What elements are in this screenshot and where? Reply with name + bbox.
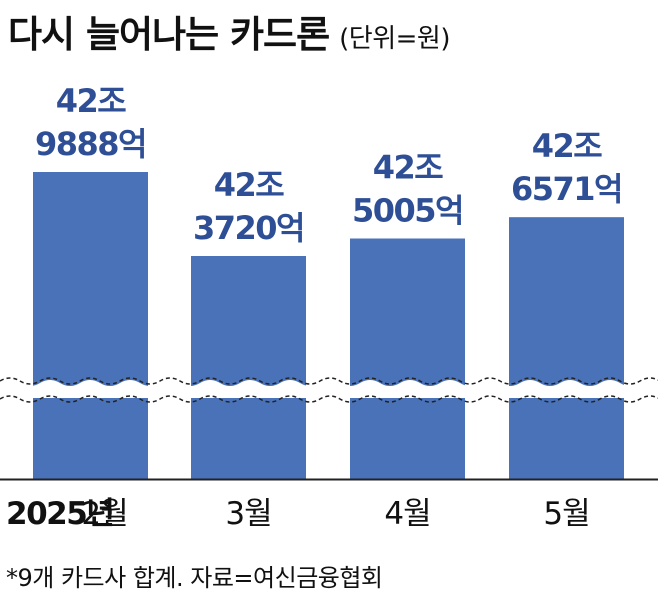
bar-4 bbox=[509, 217, 624, 479]
value-label-line2-3: 5005억 bbox=[352, 192, 463, 230]
axis-break-gap bbox=[0, 380, 658, 398]
unit-label: (단위=원) bbox=[339, 24, 450, 54]
category-label-1: 2월 bbox=[81, 496, 127, 532]
footnote: *9개 카드사 합계. 자료=여신금융협회 bbox=[6, 564, 383, 592]
bar-2 bbox=[191, 256, 306, 479]
value-label-line2-4: 6571억 bbox=[511, 170, 622, 208]
bar-3 bbox=[350, 238, 465, 479]
category-label-4: 5월 bbox=[543, 496, 589, 532]
value-label-line1-2: 42조 bbox=[214, 166, 285, 204]
value-label-line1-1: 42조 bbox=[56, 82, 127, 120]
bar-chart: 42조 9888억 42조 3720억 42조 5005억 42조 6571억 2월 3월 4월 5월 bbox=[0, 82, 658, 532]
bar-1 bbox=[33, 172, 148, 479]
category-label-3: 4월 bbox=[384, 496, 430, 532]
category-label-2: 3월 bbox=[225, 496, 271, 532]
value-label-line1-3: 42조 bbox=[373, 149, 444, 187]
axis-break-line-top bbox=[0, 377, 658, 385]
title-row: 다시 늘어나는 카드론 (단위=원) bbox=[8, 4, 450, 64]
value-label-line1-4: 42조 bbox=[532, 127, 603, 165]
year-label: 2025년 bbox=[6, 496, 115, 532]
chart-title: 다시 늘어나는 카드론 bbox=[8, 13, 330, 56]
value-label-line2-1: 9888억 bbox=[35, 125, 146, 163]
value-label-line2-2: 3720억 bbox=[193, 209, 304, 247]
axis-break-line-bottom bbox=[0, 395, 658, 403]
